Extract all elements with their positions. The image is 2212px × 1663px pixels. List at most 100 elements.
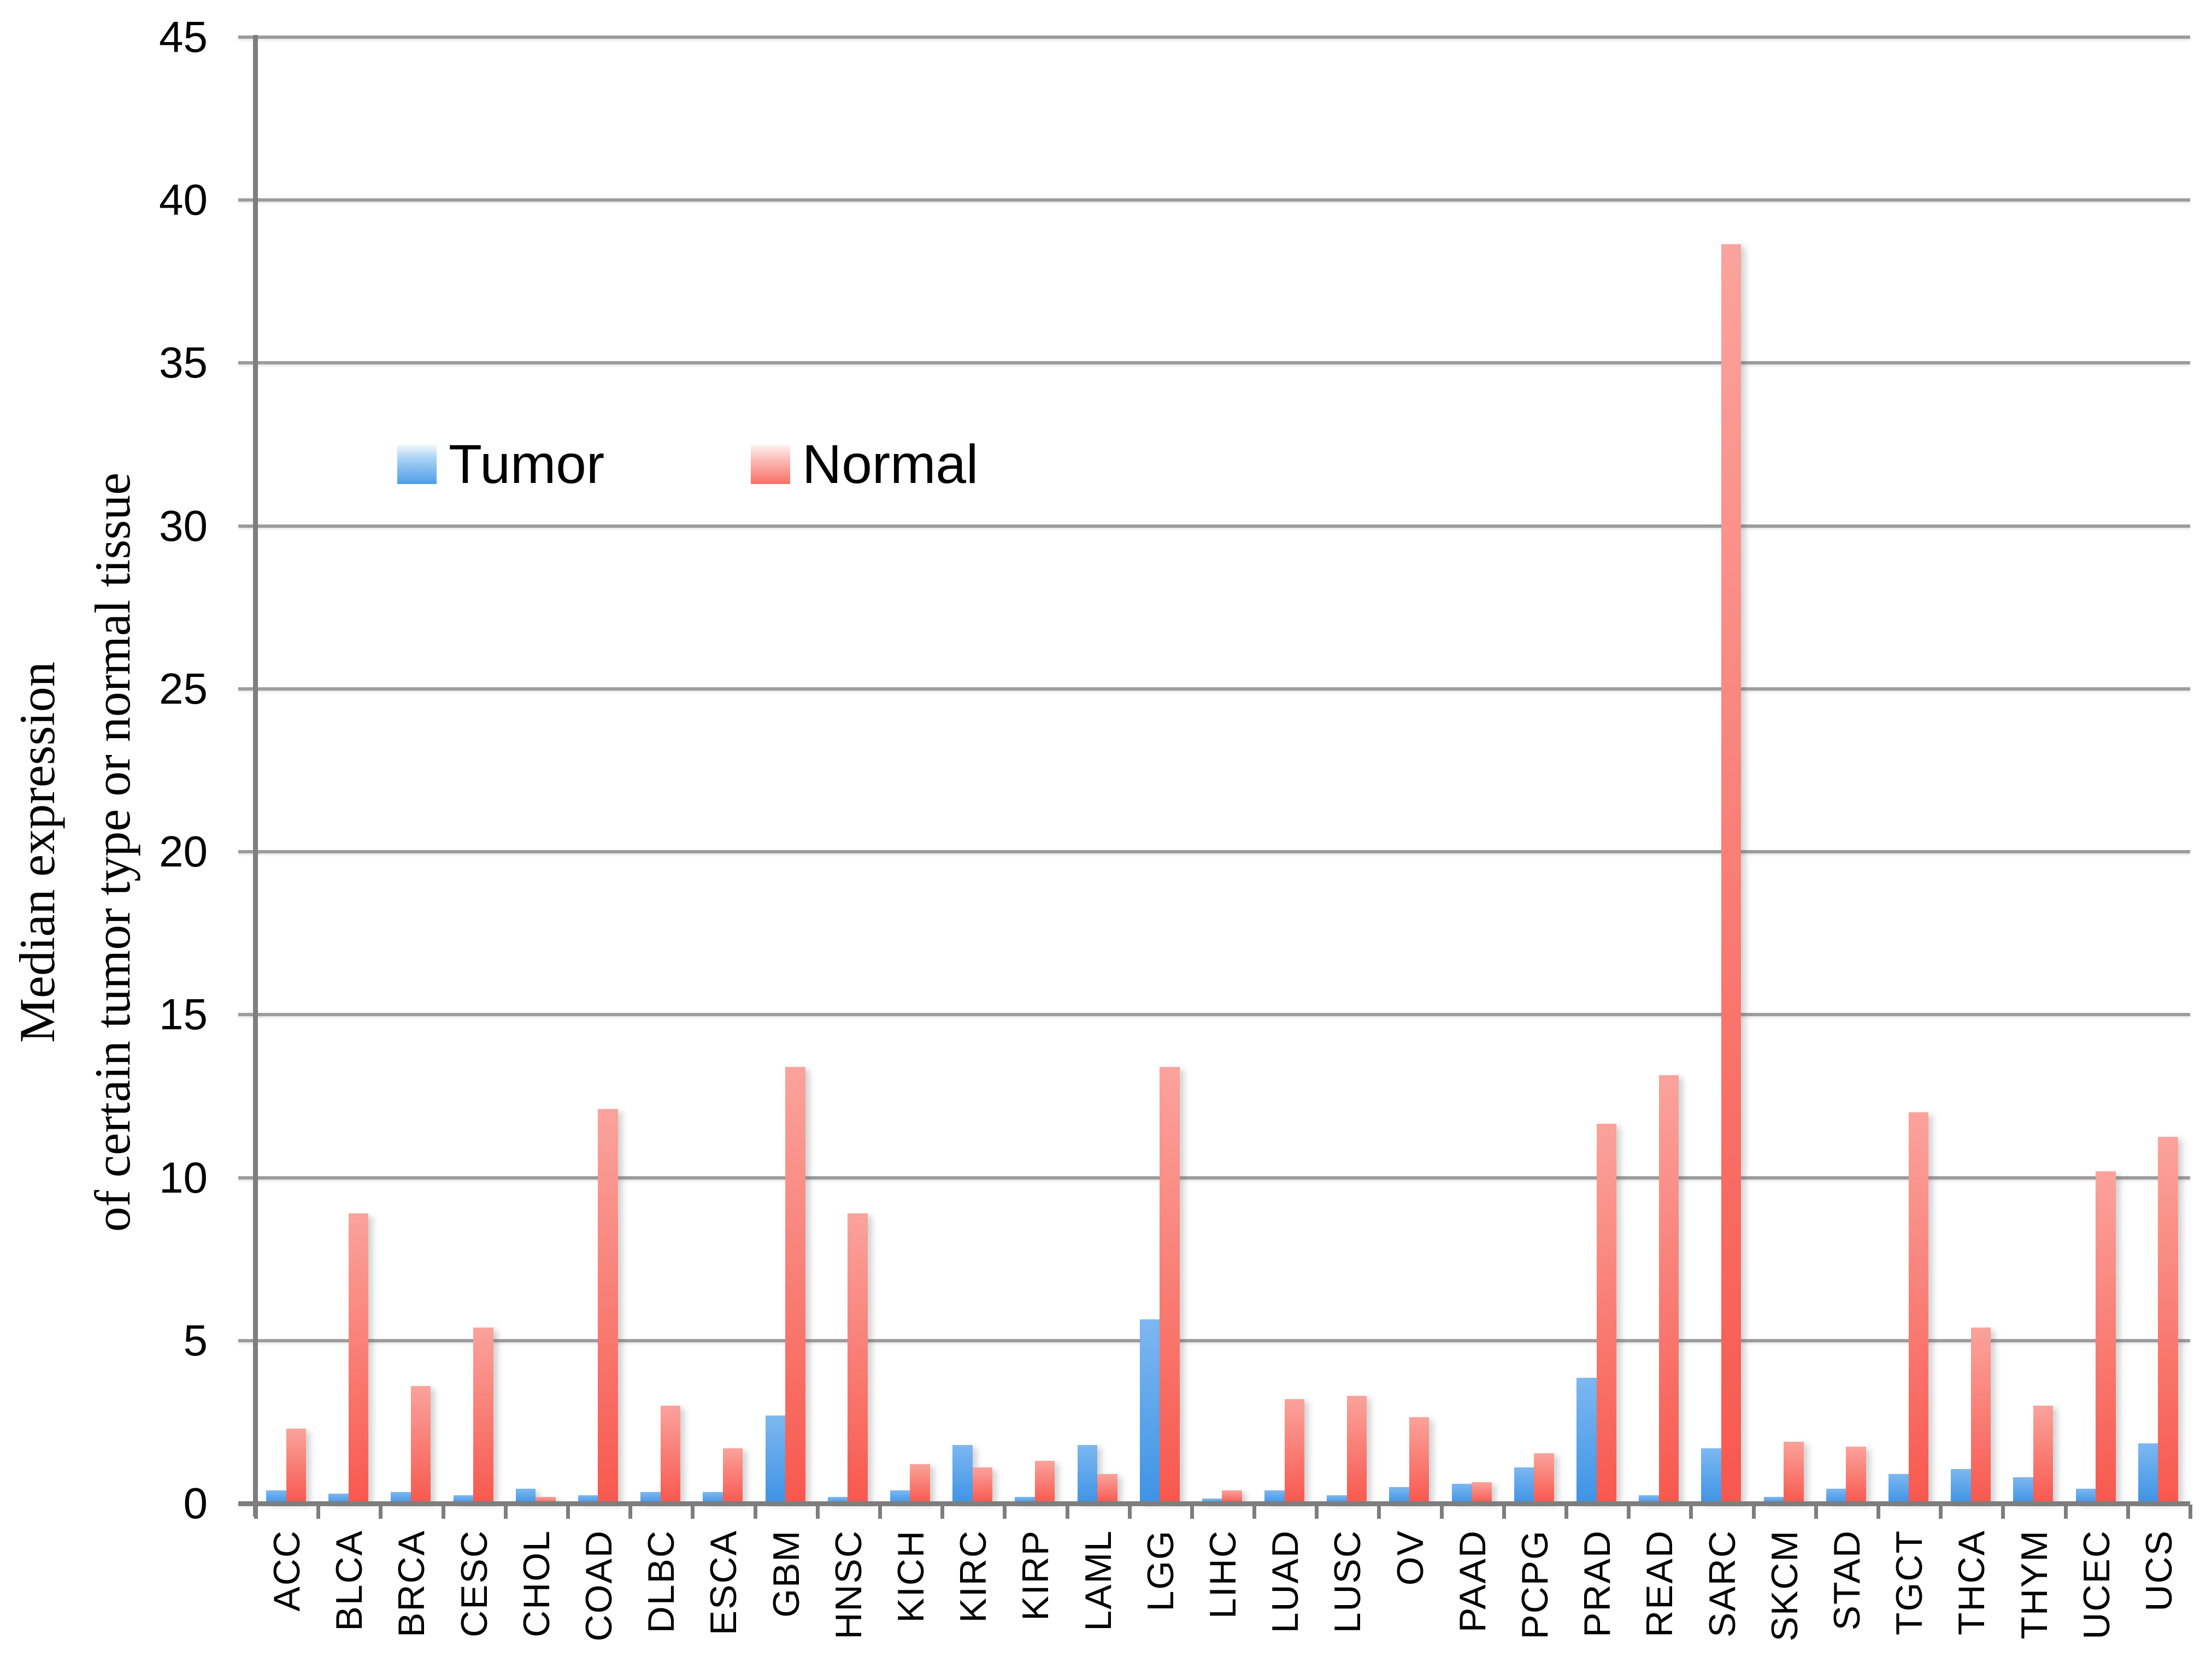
bar-tumor-UCS bbox=[2138, 1443, 2158, 1503]
y-tick-label: 40 bbox=[159, 175, 208, 225]
bar-tumor-BRCA bbox=[391, 1492, 411, 1503]
bar-normal-ESCA bbox=[722, 1448, 743, 1503]
y-axis-title-line1: Median expression bbox=[9, 662, 65, 1043]
y-tick-label: 45 bbox=[159, 13, 208, 61]
gridline-y-25 bbox=[238, 687, 2190, 691]
x-axis-label-CESC: CESC bbox=[453, 1530, 495, 1637]
x-axis-label-HNSC: HNSC bbox=[827, 1530, 869, 1640]
bar-tumor-KICH bbox=[890, 1490, 910, 1503]
normal-swatch-icon bbox=[751, 445, 790, 484]
x-axis-label-UCEC: UCEC bbox=[2075, 1530, 2117, 1640]
bar-normal-THYM bbox=[2033, 1406, 2054, 1503]
x-axis-tick bbox=[441, 1505, 445, 1519]
x-axis-tick bbox=[1377, 1505, 1381, 1519]
bar-normal-LUSC bbox=[1346, 1396, 1367, 1503]
x-axis-tick bbox=[2001, 1505, 2005, 1519]
x-axis-line bbox=[238, 1501, 2190, 1506]
bar-tumor-SARC bbox=[1701, 1448, 1721, 1503]
bar-tumor-TGCT bbox=[1889, 1474, 1909, 1503]
x-axis-label-KIRP: KIRP bbox=[1015, 1530, 1057, 1621]
x-axis-label-ACC: ACC bbox=[266, 1530, 308, 1612]
legend-label-normal: Normal bbox=[802, 434, 979, 495]
bar-tumor-PAAD bbox=[1451, 1484, 1472, 1503]
x-axis-label-DLBC: DLBC bbox=[640, 1530, 683, 1633]
gridline-y-30 bbox=[238, 524, 2190, 528]
x-axis-tick bbox=[1502, 1505, 1506, 1519]
bar-tumor-CHOL bbox=[515, 1489, 536, 1503]
x-axis-tick bbox=[691, 1505, 695, 1519]
legend-item-tumor: Tumor bbox=[397, 437, 604, 492]
tumor-swatch-icon bbox=[397, 445, 437, 484]
bar-normal-TGCT bbox=[1908, 1112, 1929, 1503]
x-axis-tick bbox=[753, 1505, 757, 1519]
bar-normal-BRCA bbox=[410, 1386, 431, 1503]
bar-tumor-SKCM bbox=[1763, 1497, 1784, 1503]
x-axis-label-COAD: COAD bbox=[578, 1530, 620, 1642]
x-axis-tick bbox=[2126, 1505, 2130, 1519]
bar-normal-ACC bbox=[286, 1428, 306, 1503]
bar-normal-STAD bbox=[1846, 1446, 1866, 1503]
gridline-y-15 bbox=[238, 1013, 2190, 1017]
x-axis-tick bbox=[316, 1505, 321, 1519]
x-axis-label-TGCT: TGCT bbox=[1889, 1530, 1931, 1636]
bar-normal-THCA bbox=[1970, 1327, 1991, 1503]
bar-normal-PAAD bbox=[1472, 1482, 1492, 1503]
y-tick-label: 10 bbox=[159, 1153, 208, 1202]
x-axis-tick bbox=[379, 1505, 383, 1519]
bar-normal-KICH bbox=[910, 1464, 930, 1503]
legend-label-tumor: Tumor bbox=[449, 434, 605, 495]
x-axis-tick bbox=[1939, 1505, 1943, 1519]
gridline-y-45 bbox=[238, 36, 2190, 39]
x-axis-tick bbox=[628, 1505, 633, 1519]
x-axis-tick bbox=[1065, 1505, 1069, 1519]
y-tick-label: 35 bbox=[159, 338, 208, 387]
x-axis-label-THYM: THYM bbox=[2013, 1530, 2055, 1640]
bar-normal-COAD bbox=[598, 1109, 618, 1503]
x-axis-tick bbox=[1252, 1505, 1257, 1519]
bar-tumor-LGG bbox=[1139, 1319, 1160, 1503]
x-axis-label-BLCA: BLCA bbox=[328, 1530, 370, 1631]
x-axis-tick bbox=[566, 1505, 570, 1519]
x-axis-tick bbox=[815, 1505, 820, 1519]
gridline-y-35 bbox=[238, 361, 2190, 365]
x-axis-tick bbox=[1627, 1505, 1631, 1519]
x-axis-tick bbox=[503, 1505, 508, 1519]
x-axis-tick bbox=[940, 1505, 945, 1519]
bar-normal-LAML bbox=[1097, 1474, 1117, 1503]
x-axis-label-OV: OV bbox=[1389, 1530, 1431, 1586]
x-axis-label-PCPG: PCPG bbox=[1514, 1530, 1556, 1640]
bar-normal-PCPG bbox=[1534, 1453, 1554, 1503]
x-axis-label-UCS: UCS bbox=[2138, 1530, 2180, 1612]
x-axis-label-PAAD: PAAD bbox=[1451, 1530, 1493, 1633]
bar-tumor-UCEC bbox=[2075, 1489, 2096, 1503]
bar-tumor-LIHC bbox=[1202, 1499, 1222, 1503]
x-axis-label-LGG: LGG bbox=[1139, 1530, 1181, 1612]
gridline-y-20 bbox=[238, 850, 2190, 854]
x-axis-label-CHOL: CHOL bbox=[515, 1530, 557, 1637]
bar-normal-SKCM bbox=[1784, 1441, 1804, 1503]
x-axis-label-LIHC: LIHC bbox=[1202, 1530, 1244, 1619]
x-axis-label-ESCA: ESCA bbox=[703, 1530, 745, 1636]
y-tick-label: 20 bbox=[159, 827, 208, 876]
bar-tumor-PCPG bbox=[1514, 1467, 1534, 1503]
x-axis-tick bbox=[1876, 1505, 1881, 1519]
bar-normal-DLBC bbox=[660, 1406, 681, 1503]
x-axis-tick bbox=[1127, 1505, 1132, 1519]
gridline-y-5 bbox=[238, 1338, 2190, 1342]
x-axis-label-SARC: SARC bbox=[1701, 1530, 1743, 1637]
y-tick-label: 25 bbox=[159, 664, 208, 713]
bar-tumor-ACC bbox=[266, 1490, 286, 1503]
x-axis-label-STAD: STAD bbox=[1826, 1530, 1868, 1631]
x-axis-tick bbox=[1689, 1505, 1693, 1519]
x-axis-label-BRCA: BRCA bbox=[391, 1530, 433, 1637]
gridline-y-40 bbox=[238, 198, 2190, 202]
bar-tumor-KIRP bbox=[1015, 1497, 1035, 1503]
bar-normal-GBM bbox=[785, 1066, 805, 1503]
x-axis-tick bbox=[2063, 1505, 2068, 1519]
bar-normal-HNSC bbox=[848, 1213, 868, 1503]
bar-tumor-KIRC bbox=[952, 1444, 973, 1503]
y-tick-label: 30 bbox=[159, 501, 208, 550]
x-axis-tick bbox=[1751, 1505, 1756, 1519]
legend-item-normal: Normal bbox=[751, 437, 978, 492]
x-axis-label-KICH: KICH bbox=[890, 1530, 932, 1623]
